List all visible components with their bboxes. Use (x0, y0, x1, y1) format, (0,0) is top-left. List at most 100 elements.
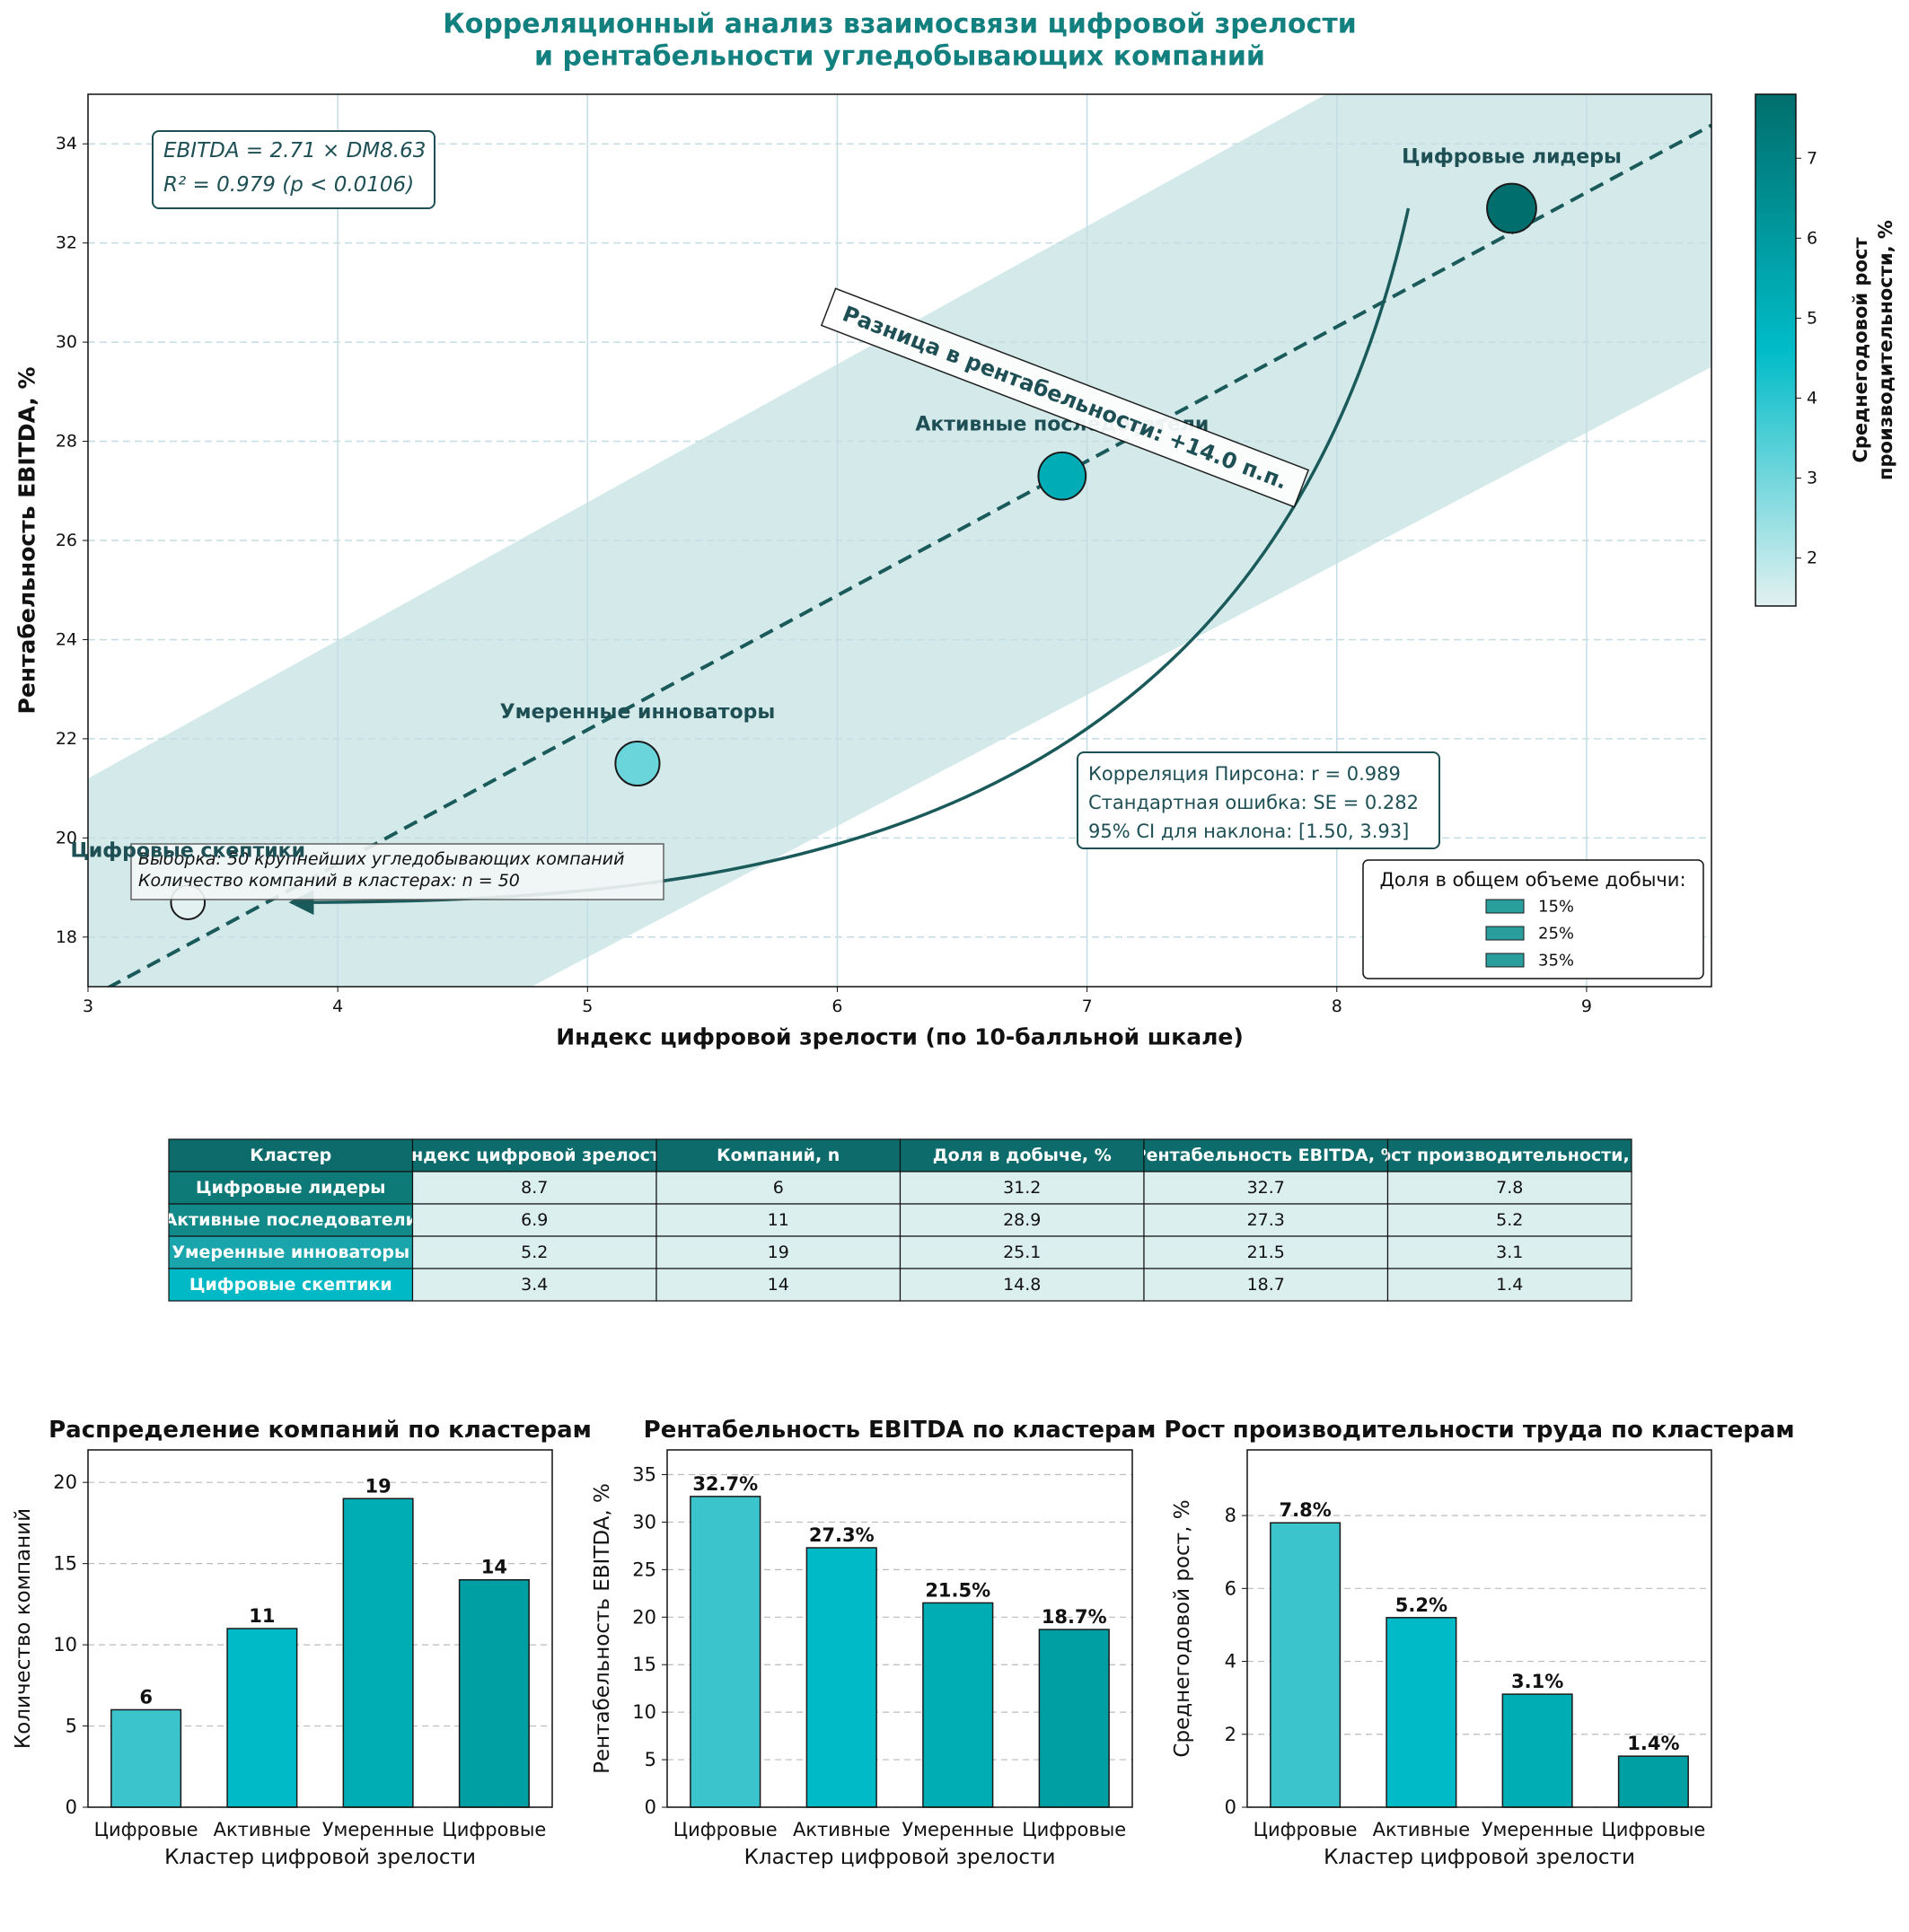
value-label: 6 (139, 1686, 153, 1708)
colorbar-tick-label: 5 (1807, 308, 1817, 328)
x-tick-label: Цифровые (94, 1819, 198, 1840)
y-tick-label: 0 (645, 1796, 656, 1818)
table-text: 31.2 (1003, 1178, 1041, 1198)
legend-patch (1485, 953, 1525, 968)
table-text: 25.1 (1003, 1243, 1041, 1262)
chart-title: Рентабельность EBITDA по кластерам (644, 1417, 1157, 1444)
sample-box (130, 843, 664, 900)
table-cell (1143, 1203, 1389, 1237)
x-tick-label: 3 (83, 997, 93, 1016)
sample-text: Выборка: 50 крупнейших угледобывающих ко… (138, 849, 624, 869)
y-tick-label: 5 (66, 1716, 77, 1737)
x-axis-label: Индекс цифровой зрелости (по 10-балльной… (556, 1024, 1244, 1050)
table-cell (1386, 1268, 1632, 1302)
table-text: 21.5 (1247, 1243, 1285, 1262)
x-axis-label: Кластер цифровой зрелости (744, 1846, 1056, 1869)
x-tick-label: Цифровые (1022, 1819, 1126, 1840)
table-text: Рост производительности, % (1367, 1146, 1652, 1165)
stats-text: 95% CI для наклона: [1.50, 3.93] (1088, 821, 1409, 842)
table-cell (655, 1171, 902, 1205)
table-text: 18.7 (1247, 1275, 1285, 1295)
table-cell (1143, 1268, 1389, 1302)
table-cell (655, 1268, 902, 1302)
table-cell (655, 1203, 902, 1237)
x-axis-label: Кластер цифровой зрелости (164, 1846, 476, 1869)
table-text: Цифровые скептики (189, 1275, 392, 1295)
y-tick-label: 2 (1225, 1724, 1236, 1745)
table-text: 27.3 (1247, 1210, 1285, 1230)
cluster-point (1486, 182, 1537, 234)
table-text: Активные последователи (164, 1210, 418, 1230)
y-tick-label: 26 (56, 531, 77, 550)
x-tick-label: 9 (1581, 997, 1592, 1016)
y-tick-label: 20 (56, 828, 77, 847)
colorbar-tick-label: 4 (1807, 388, 1817, 408)
cluster-label: Цифровые скептики (70, 840, 305, 863)
value-label: 11 (249, 1605, 275, 1627)
table-text: 6 (773, 1178, 784, 1198)
bar (1617, 1755, 1689, 1808)
value-label: 27.3% (809, 1524, 875, 1546)
table-text: 14 (768, 1275, 789, 1295)
table-cell (168, 1203, 414, 1237)
plot-frame (666, 1449, 1133, 1808)
x-tick-label: Активные (793, 1819, 891, 1840)
colorbar-label: производительности, % (1875, 220, 1896, 480)
table-text: 5.2 (521, 1243, 548, 1262)
y-tick-label: 20 (632, 1606, 656, 1628)
y-tick-label: 22 (56, 729, 77, 749)
x-tick-label: Умеренные (1482, 1819, 1594, 1840)
colorbar-tick-label: 7 (1807, 148, 1817, 168)
bar (1270, 1522, 1342, 1808)
table-text: 5.2 (1496, 1210, 1523, 1230)
table-cell (899, 1235, 1145, 1269)
value-label: 1.4% (1627, 1733, 1679, 1754)
x-tick-label: Активные (1373, 1819, 1471, 1840)
x-tick-label: Умеренные (902, 1819, 1014, 1840)
table-text: 11 (768, 1210, 789, 1230)
x-tick-label: 4 (332, 997, 343, 1016)
value-label: 3.1% (1511, 1671, 1563, 1692)
cluster-point (1037, 451, 1087, 501)
bar (922, 1602, 994, 1808)
y-tick-label: 32 (56, 233, 77, 253)
table-text: 6.9 (521, 1210, 548, 1230)
bar (1386, 1617, 1457, 1808)
table-text: Кластер (250, 1146, 331, 1165)
table-cell (168, 1268, 414, 1302)
x-tick-label: 6 (831, 997, 842, 1016)
table-text: 28.9 (1003, 1210, 1041, 1230)
legend-label: 15% (1538, 898, 1574, 917)
table-text: Доля в добыче, % (933, 1146, 1112, 1165)
table-text: Рентабельность EBITDA, % (1134, 1146, 1398, 1165)
y-tick-label: 35 (632, 1464, 656, 1486)
y-tick-label: 20 (53, 1471, 77, 1493)
colorbar-tick-label: 6 (1807, 228, 1817, 248)
chart-title: Рост производительности труда по кластер… (1164, 1417, 1794, 1444)
x-tick-label: 7 (1082, 997, 1093, 1016)
table-cell (1143, 1138, 1389, 1172)
regression-line (106, 123, 1711, 987)
colorbar (1755, 93, 1797, 607)
y-tick-label: 30 (632, 1511, 656, 1532)
x-tick-label: Активные (214, 1819, 312, 1840)
bar (342, 1497, 414, 1808)
y-axis-label: Количество компаний (12, 1508, 35, 1749)
x-tick-label: 5 (582, 997, 593, 1016)
bar (1038, 1629, 1110, 1808)
x-axis-label: Кластер цифровой зрелости (1324, 1846, 1635, 1869)
value-label: 32.7% (692, 1473, 758, 1495)
y-tick-label: 15 (632, 1654, 656, 1675)
legend-title: Доля в общем объеме добычи: (1379, 869, 1685, 891)
table-text: 14.8 (1003, 1275, 1041, 1295)
colorbar-label: Среднегодовой рост (1850, 237, 1871, 463)
y-tick-label: 5 (645, 1749, 656, 1770)
table-text: 3.4 (521, 1275, 548, 1295)
table-cell (655, 1138, 902, 1172)
y-tick-label: 0 (66, 1796, 77, 1818)
value-label: 19 (365, 1475, 391, 1497)
chart-title: Распределение компаний по кластерам (48, 1417, 592, 1444)
x-tick-label: Цифровые (1601, 1819, 1705, 1840)
sample-text: Количество компаний в кластерах: n = 50 (138, 871, 520, 891)
chart-title: Корреляционный анализ взаимосвязи цифров… (443, 9, 1357, 40)
